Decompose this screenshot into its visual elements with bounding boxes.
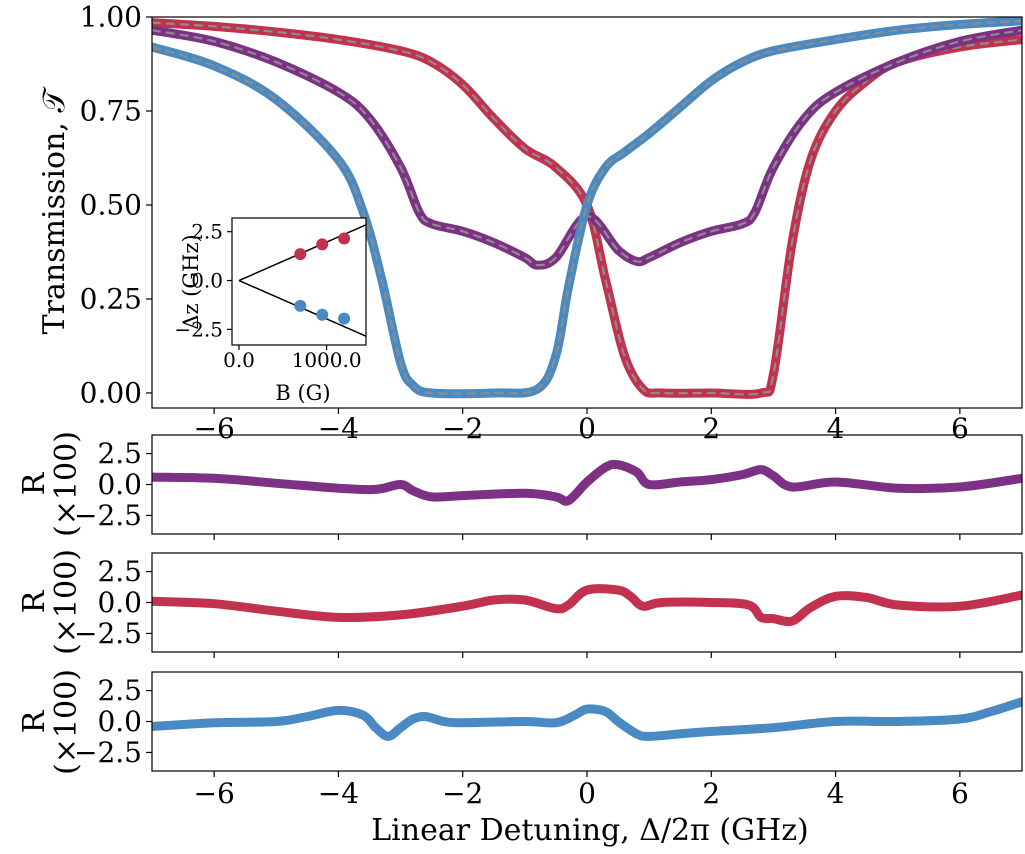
residual-blue-series-blue [152, 697, 1022, 741]
residual-blue-xtick-label-0: −6 [194, 777, 235, 810]
transmission-fit-blue [152, 19, 1022, 395]
transmission-ytick-label-1: 0.25 [80, 282, 142, 315]
inset-ytick-label-1: 0.0 [191, 269, 223, 293]
transmission-xtick-label-4: 2 [702, 412, 720, 445]
residual-purple-ylabel-r: R [17, 471, 52, 495]
inset-ytick-label-0: −2.5 [174, 317, 223, 341]
residual-blue-ytick-label-2: 2.5 [97, 674, 142, 707]
residual-purple-ylabel-scale: (×100) [49, 431, 84, 537]
residual-blue-panel: −2.50.02.5 −6 −4 −2 0 2 4 6 [74, 671, 1023, 810]
inset-xtick-label-1: 1000.0 [292, 348, 362, 372]
inset-panel: −2.50.02.50.0 1000.0 [174, 217, 367, 372]
inset-frame [231, 217, 367, 346]
residual-blue-xtick-label-2: −2 [442, 777, 483, 810]
residual-red-ytick-label-1: 0.0 [97, 586, 142, 619]
transmission-xtick-label-1: −4 [318, 412, 359, 445]
inset-point-red-0 [294, 248, 307, 261]
residual-blue-ytick-label-1: 0.0 [97, 705, 142, 738]
residual-red-panel: −2.50.02.5 [74, 552, 1023, 658]
inset-xlabel: B (G) [275, 381, 330, 405]
transmission-ytick-label-0: 0.00 [80, 376, 142, 409]
residual-blue-xtick-label-6: 6 [951, 777, 969, 810]
residual-purple-ytick-label-0: −2.5 [74, 499, 142, 532]
residual-blue-ylabel-scale: (×100) [49, 669, 84, 775]
transmission-xtick-label-0: −6 [194, 412, 235, 445]
transmission-xtick-label-5: 4 [827, 412, 845, 445]
main-ylabel: Transmission, 𝒯 [37, 86, 72, 335]
residual-red-ylabel-scale: (×100) [49, 549, 84, 655]
transmission-ytick-label-4: 1.00 [80, 1, 142, 34]
transmission-xtick-label-6: 6 [951, 412, 969, 445]
main-xlabel: Linear Detuning, Δ/2π (GHz) [371, 813, 809, 848]
inset-point-red-2 [338, 232, 351, 245]
inset-point-blue-2 [338, 312, 351, 325]
residual-blue-xtick-label-5: 4 [827, 777, 845, 810]
transmission-xtick-label-3: 0 [578, 412, 596, 445]
residual-purple-ytick-label-2: 2.5 [97, 437, 142, 470]
residual-red-series-red [152, 584, 1022, 627]
transmission-panel: 0.00 0.25 0.50 0.75 1.00 −6 −4 −2 0 2 4 6 [80, 1, 1023, 445]
transmission-xtick-label-2: −2 [442, 412, 483, 445]
inset-ytick-label-2: 2.5 [191, 220, 223, 244]
inset-point-red-1 [316, 238, 329, 251]
inset-xtick-label-0: 0.0 [223, 348, 255, 372]
residual-purple-ytick-label-1: 0.0 [97, 468, 142, 501]
inset-point-blue-0 [294, 299, 307, 312]
residual-blue-xtick-label-1: −4 [318, 777, 359, 810]
residual-blue-xtick-label-3: 0 [578, 777, 596, 810]
inset-point-blue-1 [316, 308, 329, 321]
transmission-fit-red [152, 21, 1022, 396]
residual-red-ytick-label-2: 2.5 [97, 555, 142, 588]
transmission-ytick-label-3: 0.75 [80, 94, 142, 127]
inset-ylabel: Δz (GHz) [179, 234, 203, 329]
residual-blue-ytick-label-0: −2.5 [74, 736, 142, 769]
residual-red-ylabel-r: R [17, 589, 52, 613]
residual-blue-xtick-label-4: 2 [702, 777, 720, 810]
transmission-ytick-label-2: 0.50 [80, 188, 142, 221]
residual-red-ytick-label-0: −2.5 [74, 617, 142, 650]
residual-blue-ylabel-r: R [17, 709, 52, 733]
residual-purple-series-purple [152, 459, 1022, 506]
residual-purple-panel: −2.50.02.5 [74, 434, 1023, 540]
